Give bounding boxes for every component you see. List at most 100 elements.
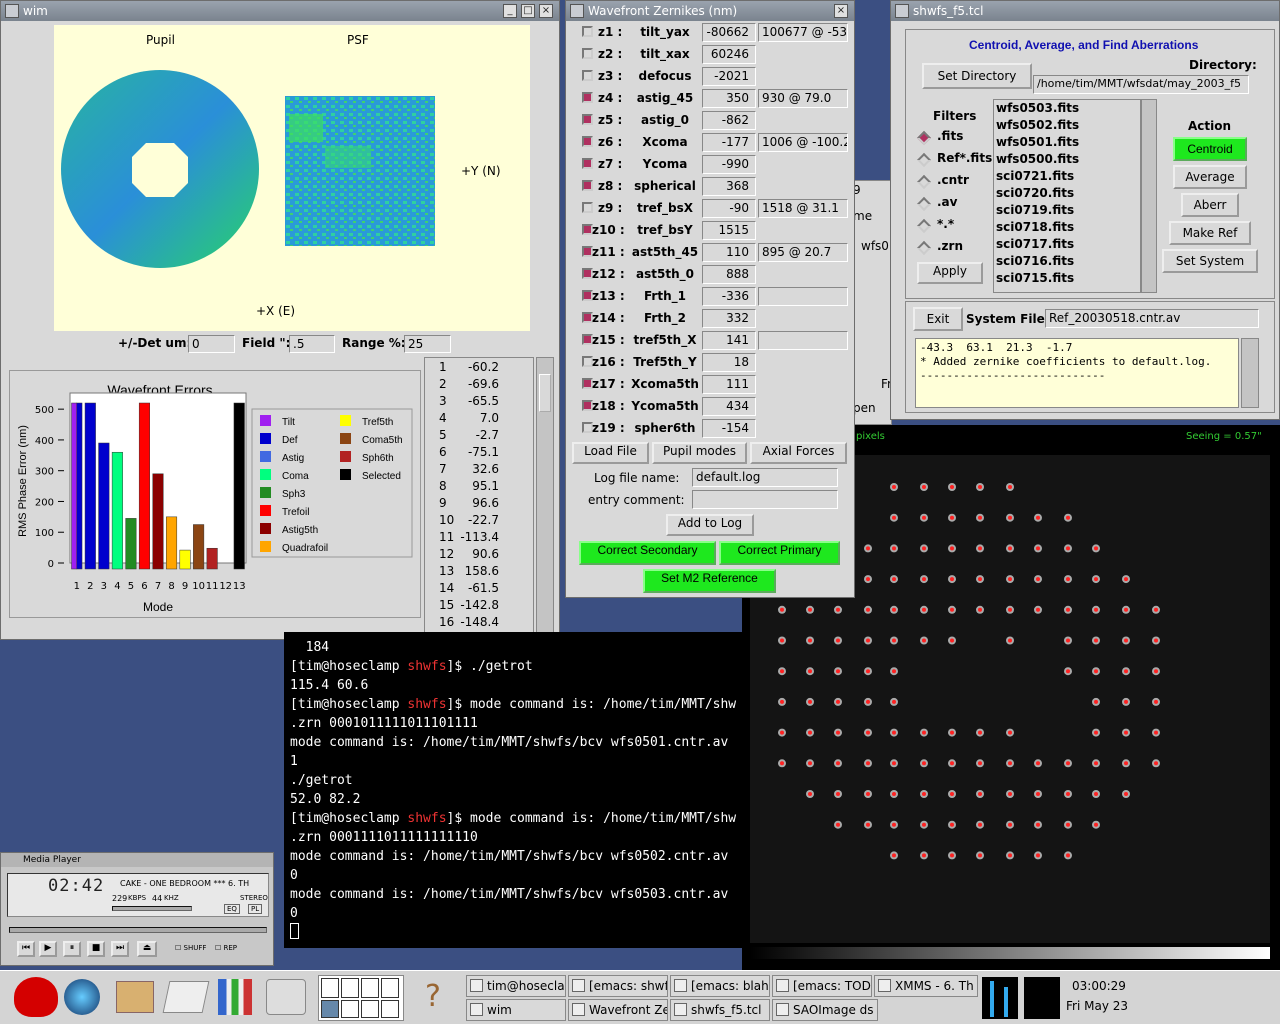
file-item[interactable]: sci0716.fits [996,254,1075,268]
file-item[interactable]: sci0717.fits [996,237,1075,251]
zernike-checkbox[interactable] [582,48,593,59]
zernike-value-field[interactable]: 368 [702,177,756,196]
taskbar-task[interactable]: SAOImage ds [772,999,878,1021]
det-field[interactable]: 0 [188,335,235,353]
file-list-scrollbar[interactable] [1141,99,1157,293]
window-menu-icon[interactable] [895,4,909,18]
load-file-button[interactable]: Load File [572,442,649,464]
coefficient-scrollbar[interactable] [536,357,554,633]
window-menu-icon[interactable] [570,4,584,18]
zernike-checkbox[interactable] [582,136,593,147]
workspace-1[interactable] [321,978,339,998]
zernike-checkbox[interactable] [582,92,593,103]
workspace-5[interactable] [321,1000,339,1018]
taskbar-task[interactable]: wim [466,999,566,1021]
file-item[interactable]: sci0718.fits [996,220,1075,234]
zernike-value-field[interactable]: 111 [702,375,756,394]
zernike-value-field[interactable]: -336 [702,287,756,306]
repeat-toggle[interactable]: ☐ REP [215,944,238,952]
zernike-value-field[interactable]: 60246 [702,45,756,64]
zernike-value-field[interactable]: -862 [702,111,756,130]
zernike-value-field[interactable]: 1515 [702,221,756,240]
help-icon[interactable]: ? [425,979,441,1014]
file-item[interactable]: sci0715.fits [996,271,1075,285]
zernike-value-field[interactable]: 434 [702,397,756,416]
correct-secondary-button[interactable]: Correct Secondary [579,541,716,565]
add-to-log-button[interactable]: Add to Log [666,514,754,536]
system-file-field[interactable]: Ref_20030518.cntr.av [1045,309,1259,328]
average-button[interactable]: Average [1173,165,1247,189]
file-list[interactable]: wfs0503.fits wfs0502.fits wfs0501.fits wfs0… [993,99,1141,293]
presentation-icon[interactable] [266,979,306,1015]
taskbar-task[interactable]: shwfs_f5.tcl [670,999,770,1021]
exit-button[interactable]: Exit [913,307,963,331]
taskbar-task[interactable]: [emacs: blah. [670,975,770,997]
taskbar-task[interactable]: [emacs: shwf: [568,975,668,997]
zernike-value-field[interactable]: 141 [702,331,756,350]
file-item[interactable]: wfs0503.fits [996,101,1080,115]
file-item[interactable]: sci0719.fits [996,203,1075,217]
zernike-value-field[interactable]: 110 [702,243,756,262]
zernike-value-field[interactable]: 18 [702,353,756,372]
zernike-checkbox[interactable] [582,114,593,125]
zernike-checkbox[interactable] [582,70,593,81]
zernike-checkbox[interactable] [582,224,593,235]
spreadsheet-icon[interactable] [218,979,252,1015]
workspace-7[interactable] [361,1000,379,1018]
zernike-value-field[interactable]: -154 [702,419,756,438]
zernike-checkbox[interactable] [582,356,593,367]
pause-icon[interactable]: ⏸ [63,941,81,957]
zernike-checkbox[interactable] [582,422,593,433]
wim-titlebar[interactable]: wim _ □ × [1,1,559,21]
mail-icon[interactable] [116,981,154,1013]
close-icon[interactable]: × [834,4,848,18]
zernike-checkbox[interactable] [582,400,593,411]
zernike-checkbox[interactable] [582,26,593,37]
range-field[interactable]: 25 [404,335,451,353]
terminal-window[interactable]: 184 [tim@hoseclamp shwfs]$ ./getrot 115.4 … [284,632,744,948]
shwfs-titlebar[interactable]: shwfs_f5.tcl [891,1,1279,21]
file-item[interactable]: wfs0501.fits [996,135,1080,149]
zernike-value-field[interactable]: -2021 [702,67,756,86]
scroll-thumb[interactable] [539,374,551,412]
redhat-menu-icon[interactable] [14,977,58,1017]
taskbar-task[interactable]: [emacs: TOD( [772,975,872,997]
eq-button[interactable]: EQ [224,904,240,914]
file-item[interactable]: sci0720.fits [996,186,1075,200]
zernike-checkbox[interactable] [582,180,593,191]
zernike-value-field[interactable]: 350 [702,89,756,108]
shuffle-toggle[interactable]: ☐ SHUFF [175,944,207,952]
minimize-icon[interactable]: _ [503,4,517,18]
field-field[interactable]: .5 [289,335,335,353]
play-icon[interactable]: ▶ [39,941,57,957]
workspace-6[interactable] [341,1000,359,1018]
workspace-8[interactable] [381,1000,399,1018]
workspace-pager[interactable] [318,975,404,1021]
pl-button[interactable]: PL [248,904,263,914]
entry-comment-field[interactable] [692,490,838,509]
zernike-value-field[interactable]: -80662 [702,23,756,42]
zernike-checkbox[interactable] [582,246,593,257]
zernike-checkbox[interactable] [582,268,593,279]
zernike-checkbox[interactable] [582,334,593,345]
close-icon[interactable]: × [539,4,553,18]
prev-icon[interactable]: ⏮ [17,941,35,957]
taskbar-task[interactable]: XMMS - 6. Th [874,975,978,997]
taskbar-task[interactable]: tim@hoseclar [466,975,566,997]
window-menu-icon[interactable] [5,4,19,18]
workspace-2[interactable] [341,978,359,998]
zernikes-titlebar[interactable]: Wavefront Zernikes (nm) × [566,1,854,21]
zernike-value-field[interactable]: 332 [702,309,756,328]
zernike-value-field[interactable]: 888 [702,265,756,284]
zernike-checkbox[interactable] [582,158,593,169]
aberr-button[interactable]: Aberr [1181,193,1239,217]
browser-icon[interactable] [64,979,100,1015]
make-ref-button[interactable]: Make Ref [1169,221,1251,245]
taskbar-task[interactable]: Wavefront Zer [568,999,668,1021]
set-system-button[interactable]: Set System [1162,249,1258,273]
set-directory-button[interactable]: Set Directory [922,63,1032,89]
message-log-scrollbar[interactable] [1241,338,1259,408]
zernike-checkbox[interactable] [582,290,593,301]
writer-icon[interactable] [162,981,210,1013]
zernike-checkbox[interactable] [582,312,593,323]
